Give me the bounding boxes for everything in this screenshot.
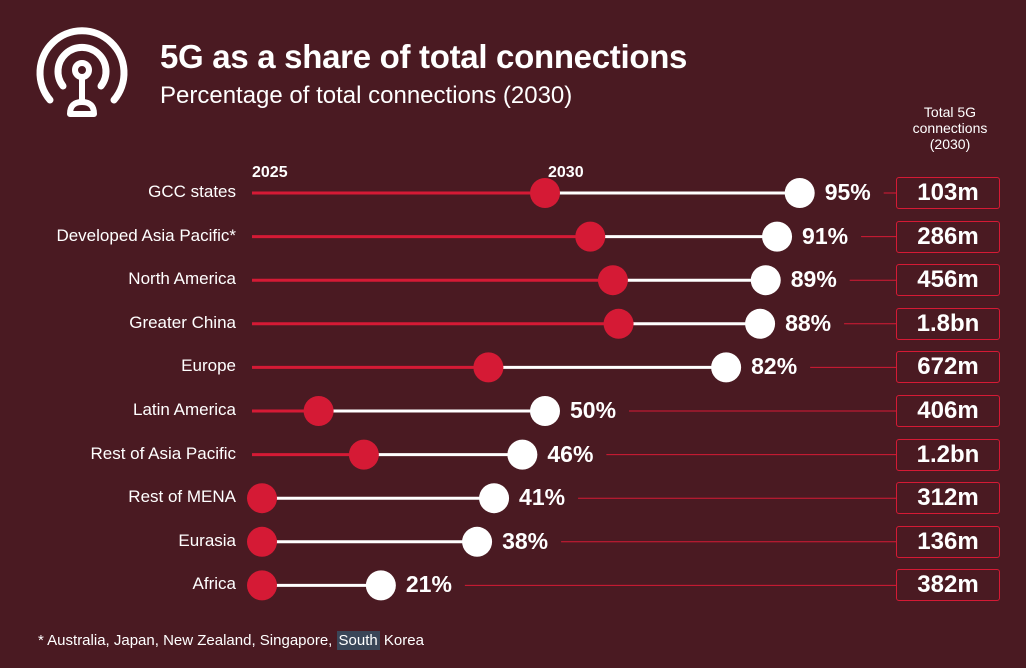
total-connections-box: 103m — [896, 177, 1000, 209]
dot-2030 — [365, 570, 396, 601]
value-label-2030: 88% — [785, 309, 832, 336]
category-label: Developed Asia Pacific* — [56, 225, 236, 245]
footnote-text-end: Korea — [379, 632, 424, 649]
category-label: Africa — [192, 574, 236, 594]
category-label: Europe — [181, 356, 236, 376]
total-connections-box: 312m — [896, 482, 1000, 515]
total-connections-box: 136m — [896, 525, 1000, 558]
value-label-2030: 89% — [790, 266, 837, 293]
total-connections-box: 406m — [896, 395, 1000, 427]
total-connections-box: 672m — [896, 351, 1000, 384]
signal-tower-icon — [30, 22, 134, 122]
dot-2025 — [575, 221, 606, 252]
total-connections-box: 382m — [896, 569, 1000, 602]
legend-2025-label: 2025 — [252, 164, 288, 181]
totals-column-header: Total 5G connections (2030) — [912, 104, 988, 152]
value-label-2030: 38% — [502, 527, 549, 554]
dot-2030 — [750, 265, 781, 296]
footnote-highlight: South — [336, 631, 380, 650]
category-label: Rest of Asia Pacific — [90, 443, 236, 463]
value-label-2030: 91% — [802, 222, 849, 249]
category-label: Greater China — [129, 312, 236, 332]
dot-2030 — [530, 396, 560, 426]
total-connections-box: 456m — [896, 264, 1000, 297]
dot-2030 — [507, 439, 538, 470]
total-connections-box: 1.8bn — [896, 307, 1000, 340]
category-label: Latin America — [133, 400, 236, 419]
category-label: Eurasia — [178, 530, 236, 550]
dot-2025 — [603, 308, 634, 339]
value-label-2030: 50% — [570, 397, 617, 423]
dot-2025 — [303, 396, 334, 426]
total-connections-box: 286m — [896, 220, 1000, 253]
value-label-2030: 46% — [547, 440, 594, 467]
footnote-text: * Australia, Japan, New Zealand, Singapo… — [38, 632, 337, 649]
footnote: * Australia, Japan, New Zealand, Singapo… — [38, 631, 424, 650]
dot-2025 — [247, 526, 277, 557]
value-label-2030: 41% — [519, 484, 566, 511]
category-label: North America — [128, 269, 236, 289]
dot-2030 — [711, 352, 742, 383]
dot-2025 — [348, 439, 379, 470]
dot-2030 — [479, 483, 510, 514]
dot-2025 — [597, 265, 628, 296]
category-label: Rest of MENA — [128, 487, 236, 507]
dot-2030 — [745, 308, 776, 339]
chart-title: 5G as a share of total connections — [160, 38, 688, 75]
legend-2030-label: 2030 — [548, 164, 584, 181]
dot-2025 — [247, 570, 277, 601]
dot-2030 — [462, 526, 493, 557]
dot-2025 — [247, 483, 277, 514]
category-label: GCC states — [148, 182, 236, 201]
value-label-2030: 95% — [824, 179, 871, 205]
total-connections-box: 1.2bn — [896, 438, 1000, 471]
value-label-2030: 21% — [405, 571, 452, 598]
chart-subtitle: Percentage of total connections (2030) — [160, 82, 573, 109]
value-label-2030: 82% — [751, 353, 798, 380]
dot-2030 — [762, 221, 793, 252]
dot-2025 — [530, 178, 560, 208]
dot-2025 — [473, 352, 504, 383]
dot-2030 — [784, 178, 815, 208]
